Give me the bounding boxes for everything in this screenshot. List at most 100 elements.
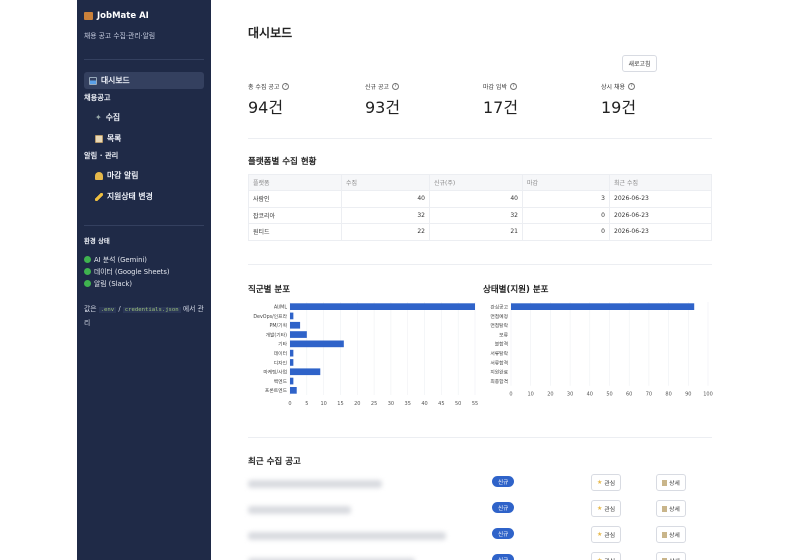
page-title: 대시보드 bbox=[248, 26, 293, 40]
metric-closing-value: 17건 bbox=[483, 98, 519, 117]
col-closing: 마감 bbox=[522, 174, 610, 191]
document-icon bbox=[662, 505, 668, 512]
metric-closing-label: 마감 임박 bbox=[483, 84, 507, 91]
bar-chart-icon bbox=[89, 76, 97, 85]
bar[interactable] bbox=[290, 303, 475, 310]
refresh-button[interactable]: 새로고침 bbox=[622, 55, 657, 72]
cell-closing: 0 bbox=[522, 223, 610, 241]
list-item: 신규 ★관심 상세 bbox=[248, 500, 712, 520]
bar[interactable] bbox=[290, 368, 321, 376]
new-badge: 신규 bbox=[492, 502, 515, 513]
col-platform: 플랫폼 bbox=[248, 174, 342, 191]
table-header-row: 플랫폼 수집 신규(주) 마감 최근 수집 bbox=[248, 174, 712, 191]
new-badge: 신규 bbox=[492, 528, 515, 539]
job-title-blurred[interactable] bbox=[248, 506, 351, 514]
job-chart-title: 직군별 분포 bbox=[248, 285, 291, 295]
x-tick-label: 35 bbox=[405, 401, 411, 407]
env-ai-label: AI 분석 (Gemini) bbox=[94, 256, 147, 264]
favorite-label: 관심 bbox=[604, 481, 616, 487]
detail-label: 상세 bbox=[669, 533, 680, 539]
x-tick-label: 15 bbox=[337, 401, 343, 407]
detail-button[interactable]: 상세 bbox=[656, 474, 686, 491]
bar[interactable] bbox=[290, 377, 294, 385]
x-tick-label: 40 bbox=[421, 401, 427, 407]
favorite-label: 관심 bbox=[604, 507, 616, 513]
nav-collect[interactable]: ✦ 수집 bbox=[84, 109, 204, 126]
bar[interactable] bbox=[290, 331, 307, 338]
star-icon: ★ bbox=[597, 557, 602, 560]
bar[interactable] bbox=[290, 340, 344, 348]
status-ok-icon bbox=[84, 267, 91, 275]
help-icon[interactable]: ? bbox=[282, 83, 290, 90]
favorite-button[interactable]: ★관심 bbox=[591, 474, 621, 491]
nav-list[interactable]: 목록 bbox=[84, 130, 204, 147]
favorite-button[interactable]: ★관심 bbox=[591, 552, 621, 560]
pencil-icon bbox=[95, 192, 103, 201]
sidebar: JobMate AI 채용 공고 수집·관리·알림 대시보드 채용공고 ✦ 수집… bbox=[77, 0, 211, 560]
env-item-ai: AI 분석 (Gemini) bbox=[84, 253, 204, 265]
bar[interactable] bbox=[290, 359, 294, 366]
cell-closing: 0 bbox=[522, 206, 610, 224]
status-chart: 0 10 20 30 40 50 60 70 80 90 100 관심공고면접예정면접탈락보류불합격서… bbox=[490, 302, 713, 398]
detail-button[interactable]: 상세 bbox=[656, 500, 686, 517]
col-new: 신규(주) bbox=[429, 174, 523, 191]
detail-button[interactable]: 상세 bbox=[656, 526, 686, 543]
env-data-label: 데이터 (Google Sheets) bbox=[94, 268, 170, 276]
nav-group-jobs: 채용공고 bbox=[84, 93, 111, 102]
nav-group-alerts: 알림 · 관리 bbox=[84, 151, 119, 160]
new-badge: 신규 bbox=[492, 476, 515, 487]
cell-recent: 2026-06-23 bbox=[609, 223, 712, 241]
help-icon[interactable]: ? bbox=[392, 83, 399, 90]
x-tick-label: 0 bbox=[288, 401, 291, 407]
help-icon[interactable]: ? bbox=[628, 83, 635, 90]
list-item: 신규 ★관심 상세 bbox=[248, 526, 712, 546]
favorite-button[interactable]: ★관심 bbox=[591, 500, 621, 517]
nav-dashboard-label: 대시보드 bbox=[101, 76, 130, 85]
note-suffix: 에서 관리 bbox=[84, 305, 204, 327]
bar[interactable] bbox=[290, 312, 294, 320]
category-label: AI/ML bbox=[274, 304, 287, 310]
x-tick-label: 10 bbox=[528, 392, 534, 398]
nav-status-change[interactable]: 지원상태 변경 bbox=[84, 188, 204, 205]
job-title-blurred[interactable] bbox=[248, 558, 415, 560]
metric-always: 상시 채용? 19건 bbox=[601, 82, 636, 118]
bar[interactable] bbox=[290, 387, 297, 394]
document-icon bbox=[662, 479, 668, 486]
metric-total-value: 94건 bbox=[248, 98, 284, 117]
bar[interactable] bbox=[511, 303, 695, 310]
col-recent: 최근 수집 bbox=[609, 174, 712, 191]
status-ok-icon bbox=[84, 279, 91, 287]
category-label: 최종합격 bbox=[490, 378, 508, 385]
favorite-label: 관심 bbox=[604, 533, 616, 539]
job-title-blurred[interactable] bbox=[248, 480, 382, 488]
cell-platform: 잡코리아 bbox=[248, 206, 342, 224]
clipboard-icon bbox=[95, 134, 103, 143]
favorite-button[interactable]: ★관심 bbox=[591, 526, 621, 543]
metric-always-label: 상시 채용 bbox=[601, 84, 625, 91]
category-label: PM/기획 bbox=[270, 322, 287, 329]
x-tick-label: 100 bbox=[703, 392, 713, 398]
status-chart-title: 상태별(지원) 분포 bbox=[483, 285, 549, 295]
metric-always-value: 19건 bbox=[601, 98, 637, 117]
help-icon[interactable]: ? bbox=[510, 83, 517, 90]
nav-deadline-alert[interactable]: 마감 알림 bbox=[84, 167, 204, 184]
detail-label: 상세 bbox=[669, 556, 680, 560]
platform-section-title: 플랫폼별 수집 현황 bbox=[248, 157, 317, 167]
x-tick-label: 55 bbox=[472, 401, 478, 407]
x-tick-label: 0 bbox=[509, 392, 512, 398]
bell-icon bbox=[95, 171, 103, 180]
document-icon bbox=[662, 531, 668, 538]
star-icon: ★ bbox=[596, 505, 603, 512]
bar[interactable] bbox=[290, 349, 294, 357]
detail-button[interactable]: 상세 bbox=[656, 552, 686, 560]
job-title-blurred[interactable] bbox=[248, 532, 446, 540]
category-label: 백엔드 bbox=[274, 378, 288, 385]
new-badge: 신규 bbox=[492, 554, 515, 560]
table-row: 원티드 22 21 0 2026-06-23 bbox=[248, 223, 712, 241]
x-tick-label: 30 bbox=[567, 392, 573, 398]
nav-dashboard[interactable]: 대시보드 bbox=[84, 72, 204, 89]
category-label: 개발(기타) bbox=[266, 331, 288, 338]
category-label: 데이터 bbox=[274, 350, 287, 357]
bar[interactable] bbox=[290, 321, 301, 329]
detail-label: 상세 bbox=[669, 507, 680, 513]
